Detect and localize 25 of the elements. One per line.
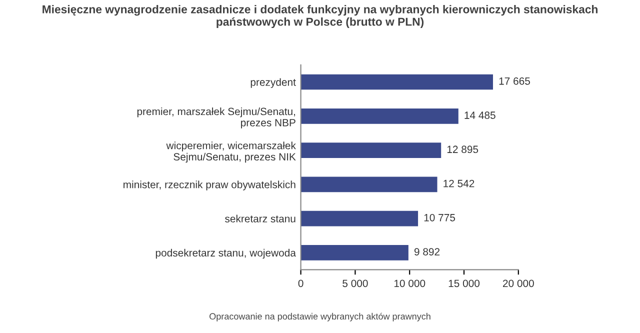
data-label: 9 892 — [414, 248, 440, 256]
bar — [300, 142, 442, 158]
y-tick-label: sekretarz stanu — [225, 214, 296, 222]
bar — [300, 74, 493, 90]
y-tick-label: prezydent — [250, 78, 296, 88]
chart-title: Miesięczne wynagrodzenie zasadnicze i dodatek funkcyjny na wybranych kierowniczych stanowiskach państwowych w Polsce (brutto w PLN) — [42, 4, 598, 28]
y-tick-label: podsekretarz stanu, wojewoda — [156, 248, 296, 259]
data-label: 17 665 — [499, 77, 530, 85]
text: Opracowanie na podstawie wybranych aktów prawnych — [210, 312, 430, 322]
x-tick-label: 15 000 — [448, 280, 480, 288]
bar — [300, 210, 418, 226]
data-label: 10 775 — [424, 214, 456, 222]
x-tick-label: 5 000 — [342, 280, 368, 288]
x-tick-label: 20 000 — [502, 280, 534, 288]
x-tick-label: 10 000 — [394, 280, 426, 288]
x-tick-label: 0 — [298, 280, 304, 288]
y-tick-label: minister, rzecznik praw obywatelskich — [124, 180, 296, 190]
data-label: 12 542 — [444, 180, 474, 188]
data-label: 12 895 — [447, 146, 478, 154]
bar — [300, 108, 458, 124]
y-tick-label: wicperemier, wicemarszałek Sejmu/Senatu, prezes NIK — [166, 142, 296, 163]
bar — [300, 244, 408, 260]
data-label: 14 485 — [464, 112, 496, 119]
y-tick-label: premier, marszałek Sejmu/Senatu, prezes NBP — [137, 108, 296, 128]
bar — [300, 176, 438, 192]
